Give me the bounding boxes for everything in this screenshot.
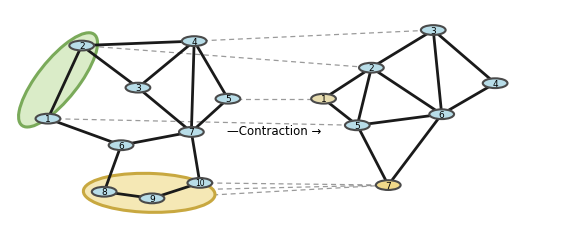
Text: 4: 4 [191,37,197,46]
Circle shape [345,121,370,130]
Circle shape [483,79,507,89]
Circle shape [108,141,133,151]
Text: 5: 5 [225,95,231,104]
Text: 5: 5 [354,121,360,130]
Circle shape [376,180,401,190]
Text: —Contraction →: —Contraction → [227,125,322,138]
Text: 6: 6 [439,110,445,119]
Text: 2: 2 [369,64,374,73]
Circle shape [188,178,212,188]
Circle shape [216,94,241,104]
Circle shape [179,128,204,137]
Text: 1: 1 [321,95,327,104]
Circle shape [36,114,60,124]
Circle shape [126,83,150,93]
Text: 4: 4 [492,79,498,88]
Text: 8: 8 [101,187,107,196]
Text: 9: 9 [149,194,155,203]
Circle shape [311,94,336,104]
Text: 10: 10 [195,179,204,188]
Text: 1: 1 [45,115,51,124]
Circle shape [421,26,445,36]
Circle shape [359,63,384,73]
Text: 6: 6 [118,141,124,150]
Circle shape [429,110,454,119]
Ellipse shape [83,173,215,212]
Circle shape [92,187,117,197]
Text: 2: 2 [79,42,84,51]
Text: 7: 7 [188,128,194,137]
Ellipse shape [18,34,98,127]
Circle shape [182,37,207,47]
Text: 7: 7 [385,181,391,190]
Circle shape [69,41,94,51]
Text: 3: 3 [430,26,436,35]
Circle shape [139,194,164,203]
Text: 3: 3 [135,84,141,93]
